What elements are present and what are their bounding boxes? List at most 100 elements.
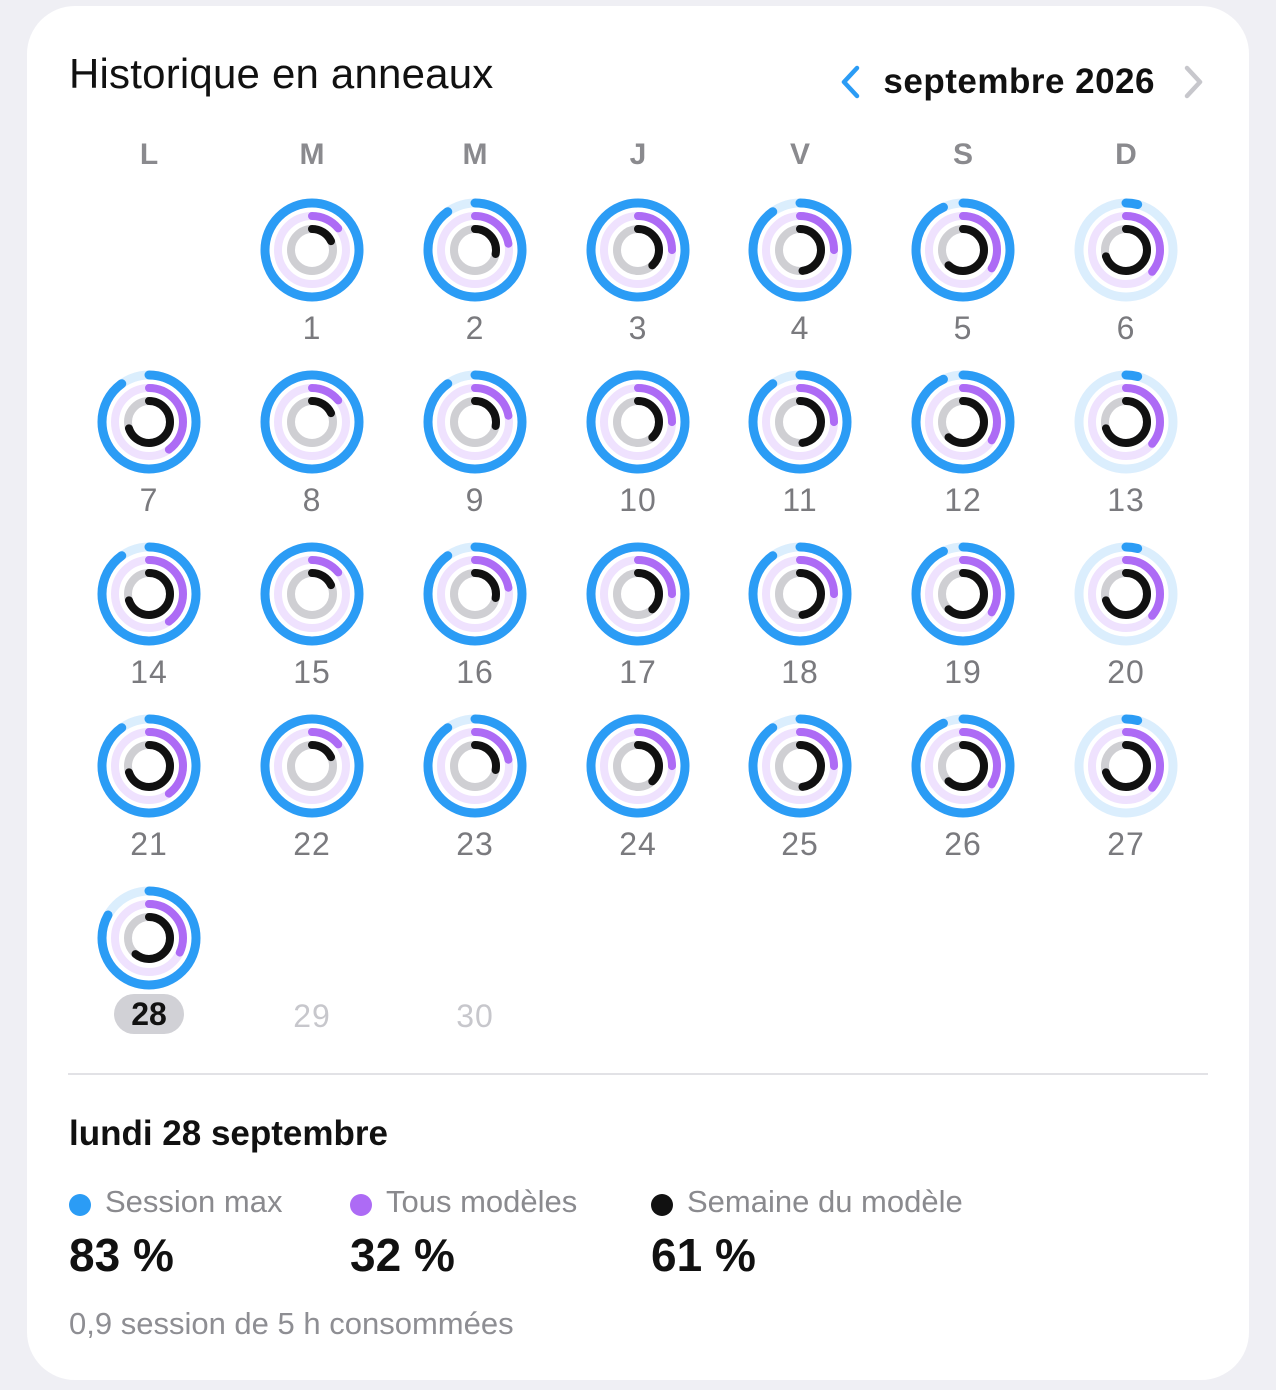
chevron-right-icon[interactable] bbox=[1177, 62, 1209, 102]
activity-rings-icon bbox=[423, 198, 527, 302]
calendar-day[interactable]: 18 bbox=[740, 540, 860, 700]
weekday-label: M bbox=[462, 138, 488, 171]
activity-rings-icon bbox=[586, 198, 690, 302]
models-ring bbox=[762, 556, 838, 632]
day-number: 26 bbox=[944, 826, 982, 862]
activity-rings-icon bbox=[911, 198, 1015, 302]
calendar-day[interactable]: 26 bbox=[903, 712, 1023, 872]
week-dot-icon bbox=[651, 1194, 673, 1216]
day-number: 21 bbox=[130, 826, 168, 862]
activity-rings-icon bbox=[260, 198, 364, 302]
session-ring bbox=[97, 542, 201, 646]
models-ring bbox=[762, 728, 838, 804]
calendar-day[interactable]: 7 bbox=[89, 368, 209, 528]
calendar-day[interactable]: 1 bbox=[252, 196, 372, 356]
models-ring bbox=[437, 384, 513, 460]
models-ring bbox=[274, 728, 350, 804]
session-ring bbox=[423, 714, 527, 818]
week-ring bbox=[287, 569, 337, 619]
week-ring bbox=[124, 397, 174, 447]
calendar-day[interactable]: 4 bbox=[740, 196, 860, 356]
week-ring bbox=[450, 569, 500, 619]
calendar-day[interactable]: 25 bbox=[740, 712, 860, 872]
calendar-day[interactable]: 24 bbox=[578, 712, 698, 872]
calendar-day[interactable]: 10 bbox=[578, 368, 698, 528]
week-ring bbox=[450, 397, 500, 447]
today-day-number: 28 bbox=[114, 994, 184, 1034]
metric-label: Session max bbox=[105, 1184, 283, 1219]
day-number: 1 bbox=[302, 310, 322, 346]
models-ring bbox=[111, 900, 187, 976]
session-ring bbox=[260, 370, 364, 474]
session-ring bbox=[748, 198, 852, 302]
week-ring bbox=[938, 397, 988, 447]
models-ring bbox=[437, 728, 513, 804]
calendar-day[interactable]: 6 bbox=[1066, 196, 1186, 356]
calendar-day[interactable]: 17 bbox=[578, 540, 698, 700]
chevron-left-icon[interactable] bbox=[835, 62, 867, 102]
activity-rings-icon bbox=[748, 198, 852, 302]
calendar-day[interactable]: 20 bbox=[1066, 540, 1186, 700]
day-number: 23 bbox=[456, 826, 494, 862]
day-number: 9 bbox=[465, 482, 485, 518]
calendar-day[interactable]: 3 bbox=[578, 196, 698, 356]
session-ring bbox=[586, 542, 690, 646]
week-ring bbox=[1101, 741, 1151, 791]
day-number: 18 bbox=[781, 654, 819, 690]
calendar-day[interactable]: 21 bbox=[89, 712, 209, 872]
week-ring bbox=[287, 397, 337, 447]
session-ring bbox=[260, 542, 364, 646]
calendar-day[interactable]: 13 bbox=[1066, 368, 1186, 528]
session-footnote: 0,9 session de 5 h consommées bbox=[69, 1306, 514, 1341]
card-title: Historique en anneaux bbox=[69, 50, 494, 97]
future-day-number: 30 bbox=[456, 998, 494, 1034]
weekday-label: M bbox=[299, 138, 325, 171]
models-ring bbox=[1088, 556, 1164, 632]
calendar-day[interactable]: 15 bbox=[252, 540, 372, 700]
calendar-day[interactable]: 11 bbox=[740, 368, 860, 528]
calendar-day[interactable]: 27 bbox=[1066, 712, 1186, 872]
week-ring bbox=[287, 741, 337, 791]
week-ring bbox=[1101, 397, 1151, 447]
models-ring bbox=[762, 212, 838, 288]
calendar-day[interactable]: 23 bbox=[415, 712, 535, 872]
session-ring bbox=[1074, 370, 1178, 474]
selected-date-title: lundi 28 septembre bbox=[69, 1114, 388, 1153]
activity-rings-icon bbox=[97, 370, 201, 474]
calendar-day[interactable]: 19 bbox=[903, 540, 1023, 700]
week-ring bbox=[450, 741, 500, 791]
calendar-day[interactable]: 2 bbox=[415, 196, 535, 356]
session-ring bbox=[97, 370, 201, 474]
models-ring bbox=[600, 384, 676, 460]
week-ring bbox=[613, 569, 663, 619]
day-number: 13 bbox=[1107, 482, 1145, 518]
week-ring bbox=[613, 225, 663, 275]
day-number: 6 bbox=[1116, 310, 1136, 346]
session-ring bbox=[1074, 714, 1178, 818]
calendar-day[interactable]: 16 bbox=[415, 540, 535, 700]
week-ring bbox=[775, 397, 825, 447]
divider bbox=[68, 1073, 1208, 1075]
calendar-day[interactable]: 22 bbox=[252, 712, 372, 872]
week-ring bbox=[613, 397, 663, 447]
day-number: 12 bbox=[944, 482, 982, 518]
session-ring bbox=[1074, 198, 1178, 302]
calendar-day[interactable]: 28 bbox=[89, 884, 209, 1044]
calendar-day[interactable]: 8 bbox=[252, 368, 372, 528]
week-ring bbox=[613, 741, 663, 791]
calendar-day[interactable]: 5 bbox=[903, 196, 1023, 356]
future-day-number: 29 bbox=[293, 998, 331, 1034]
calendar-day[interactable]: 12 bbox=[903, 368, 1023, 528]
activity-rings-icon bbox=[1074, 542, 1178, 646]
activity-rings-icon bbox=[748, 542, 852, 646]
activity-rings-icon bbox=[97, 714, 201, 818]
week-ring bbox=[775, 741, 825, 791]
activity-rings-icon bbox=[423, 714, 527, 818]
calendar-day[interactable]: 14 bbox=[89, 540, 209, 700]
models-ring bbox=[925, 212, 1001, 288]
week-ring bbox=[1101, 225, 1151, 275]
session-ring bbox=[260, 714, 364, 818]
weekday-label: V bbox=[789, 138, 810, 171]
calendar-day[interactable]: 9 bbox=[415, 368, 535, 528]
activity-rings-icon bbox=[1074, 714, 1178, 818]
